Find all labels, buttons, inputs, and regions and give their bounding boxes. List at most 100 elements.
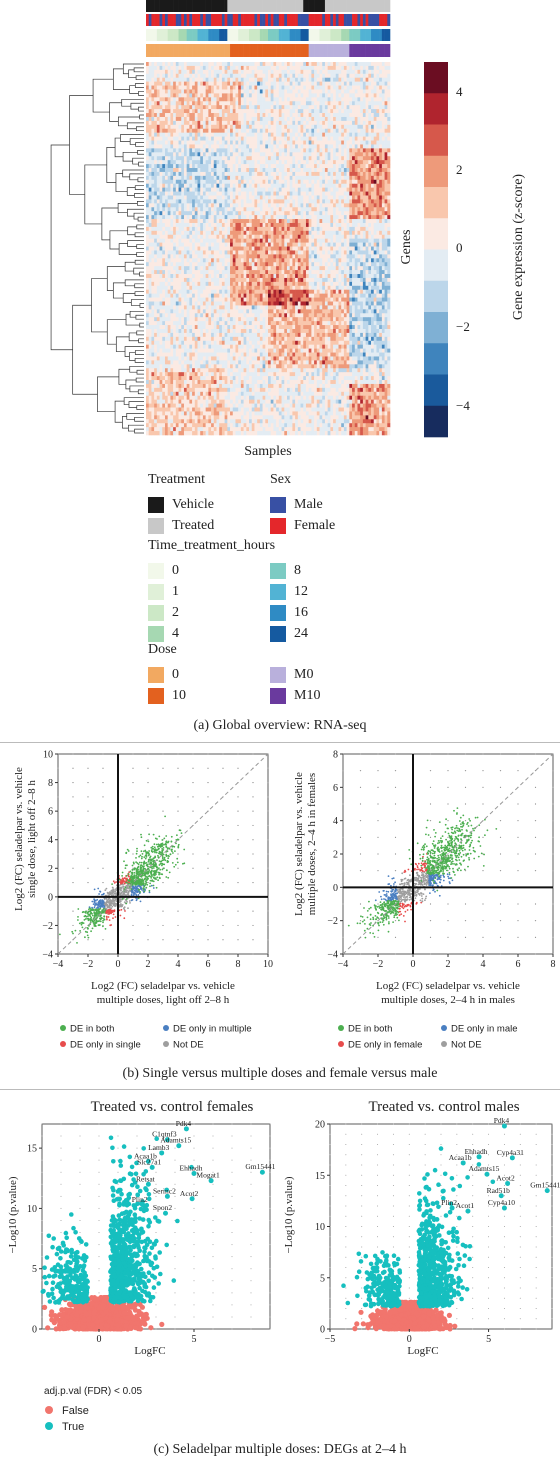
heatmap-cell bbox=[213, 258, 217, 263]
heatmap-cell bbox=[208, 207, 212, 212]
heatmap-cell bbox=[230, 148, 234, 153]
heatmap-cell bbox=[360, 120, 364, 126]
heatmap-cell bbox=[343, 250, 347, 255]
heatmap-cell bbox=[186, 222, 190, 228]
heatmap-cell bbox=[308, 203, 312, 208]
heatmap-cell bbox=[194, 128, 198, 133]
heatmap-cell bbox=[303, 97, 307, 102]
heatmap-cell bbox=[381, 136, 385, 141]
heatmap-cell bbox=[381, 144, 385, 149]
heatmap-cell bbox=[270, 254, 274, 259]
heatmap-cell bbox=[183, 215, 187, 220]
heatmap-cell bbox=[335, 85, 339, 90]
heatmap-cell bbox=[371, 85, 375, 90]
heatmap-cell bbox=[357, 81, 361, 86]
heatmap-cell bbox=[303, 230, 307, 236]
heatmap-cell bbox=[305, 113, 309, 118]
heatmap-cell bbox=[164, 164, 168, 169]
heatmap-cell bbox=[181, 156, 185, 161]
heatmap-cell bbox=[181, 97, 185, 102]
heatmap-cell bbox=[151, 160, 155, 165]
heatmap-cell bbox=[319, 136, 323, 141]
heatmap-cell bbox=[178, 254, 182, 259]
heatmap-cell bbox=[352, 132, 356, 137]
heatmap-cell bbox=[254, 207, 258, 212]
heatmap-cell bbox=[319, 124, 323, 130]
heatmap-cell bbox=[183, 136, 187, 141]
annot-treatment-cell bbox=[178, 0, 182, 12]
heatmap-cell bbox=[208, 250, 212, 255]
heatmap-cell bbox=[151, 77, 155, 82]
heatmap-cell bbox=[335, 164, 339, 169]
heatmap-cell bbox=[327, 136, 331, 141]
heatmap-cell bbox=[373, 89, 377, 94]
heatmap-cell bbox=[202, 234, 206, 239]
heatmap-cell bbox=[148, 242, 152, 247]
annot-sex-cell bbox=[186, 14, 190, 26]
heatmap-cell bbox=[159, 219, 163, 224]
heatmap-cell bbox=[194, 211, 198, 216]
heatmap-cell bbox=[164, 179, 168, 185]
heatmap-cell bbox=[235, 89, 239, 94]
heatmap-cell bbox=[259, 152, 263, 157]
heatmap-cell bbox=[362, 65, 366, 71]
heatmap-cell bbox=[181, 179, 185, 185]
heatmap-cell bbox=[371, 250, 375, 255]
heatmap-cell bbox=[330, 65, 334, 71]
heatmap-cell bbox=[270, 73, 274, 79]
annot-treatment-cell bbox=[262, 0, 266, 12]
heatmap-cell bbox=[300, 73, 304, 79]
heatmap-cell bbox=[276, 132, 280, 137]
heatmap-cell bbox=[286, 148, 290, 153]
heatmap-cell bbox=[232, 234, 236, 239]
heatmap-cell bbox=[262, 73, 266, 79]
heatmap-cell bbox=[230, 203, 234, 208]
heatmap-cell bbox=[343, 81, 347, 86]
heatmap-cell bbox=[227, 175, 231, 181]
heatmap-cell bbox=[175, 62, 179, 67]
heatmap-cell bbox=[208, 62, 212, 67]
heatmap-cell bbox=[314, 152, 318, 157]
heatmap-cell bbox=[216, 171, 220, 177]
annot-sex-cell bbox=[257, 14, 261, 26]
heatmap-cell bbox=[159, 175, 163, 181]
heatmap-cell bbox=[265, 187, 269, 192]
heatmap-cell bbox=[164, 226, 168, 232]
heatmap-cell bbox=[200, 199, 204, 204]
heatmap-cell bbox=[316, 101, 320, 106]
heatmap-cell bbox=[183, 246, 187, 251]
heatmap-cell bbox=[173, 69, 177, 75]
annot-sex-cell bbox=[167, 14, 171, 26]
heatmap-cell bbox=[224, 246, 228, 251]
annot-dose-cell bbox=[173, 44, 177, 57]
heatmap-cell bbox=[238, 85, 242, 90]
heatmap-cell bbox=[178, 156, 182, 161]
heatmap-cell bbox=[349, 152, 353, 157]
heatmap-cell bbox=[164, 101, 168, 106]
heatmap-cell bbox=[357, 168, 361, 173]
heatmap-cell bbox=[254, 89, 258, 94]
heatmap-cell bbox=[295, 148, 299, 153]
heatmap-cell bbox=[376, 203, 380, 208]
heatmap-cell bbox=[254, 187, 258, 192]
heatmap-cell bbox=[360, 164, 364, 169]
heatmap-cell bbox=[197, 69, 201, 75]
heatmap-cell bbox=[324, 136, 328, 141]
heatmap-cell bbox=[384, 191, 388, 196]
heatmap-cell bbox=[164, 211, 168, 216]
heatmap-cell bbox=[387, 140, 391, 145]
heatmap-cell bbox=[365, 187, 369, 192]
heatmap-cell bbox=[319, 65, 323, 71]
heatmap-cell bbox=[178, 73, 182, 79]
heatmap-cell bbox=[354, 124, 358, 130]
heatmap-cell bbox=[189, 258, 193, 263]
annot-time-cell bbox=[259, 29, 263, 41]
heatmap-cell bbox=[305, 101, 309, 106]
heatmap-cell bbox=[200, 69, 204, 75]
heatmap-cell bbox=[289, 73, 293, 79]
annot-time-cell bbox=[333, 29, 337, 41]
heatmap-cell bbox=[265, 148, 269, 153]
heatmap-cell bbox=[276, 97, 280, 102]
heatmap-cell bbox=[156, 116, 160, 122]
heatmap-cell bbox=[333, 219, 337, 224]
